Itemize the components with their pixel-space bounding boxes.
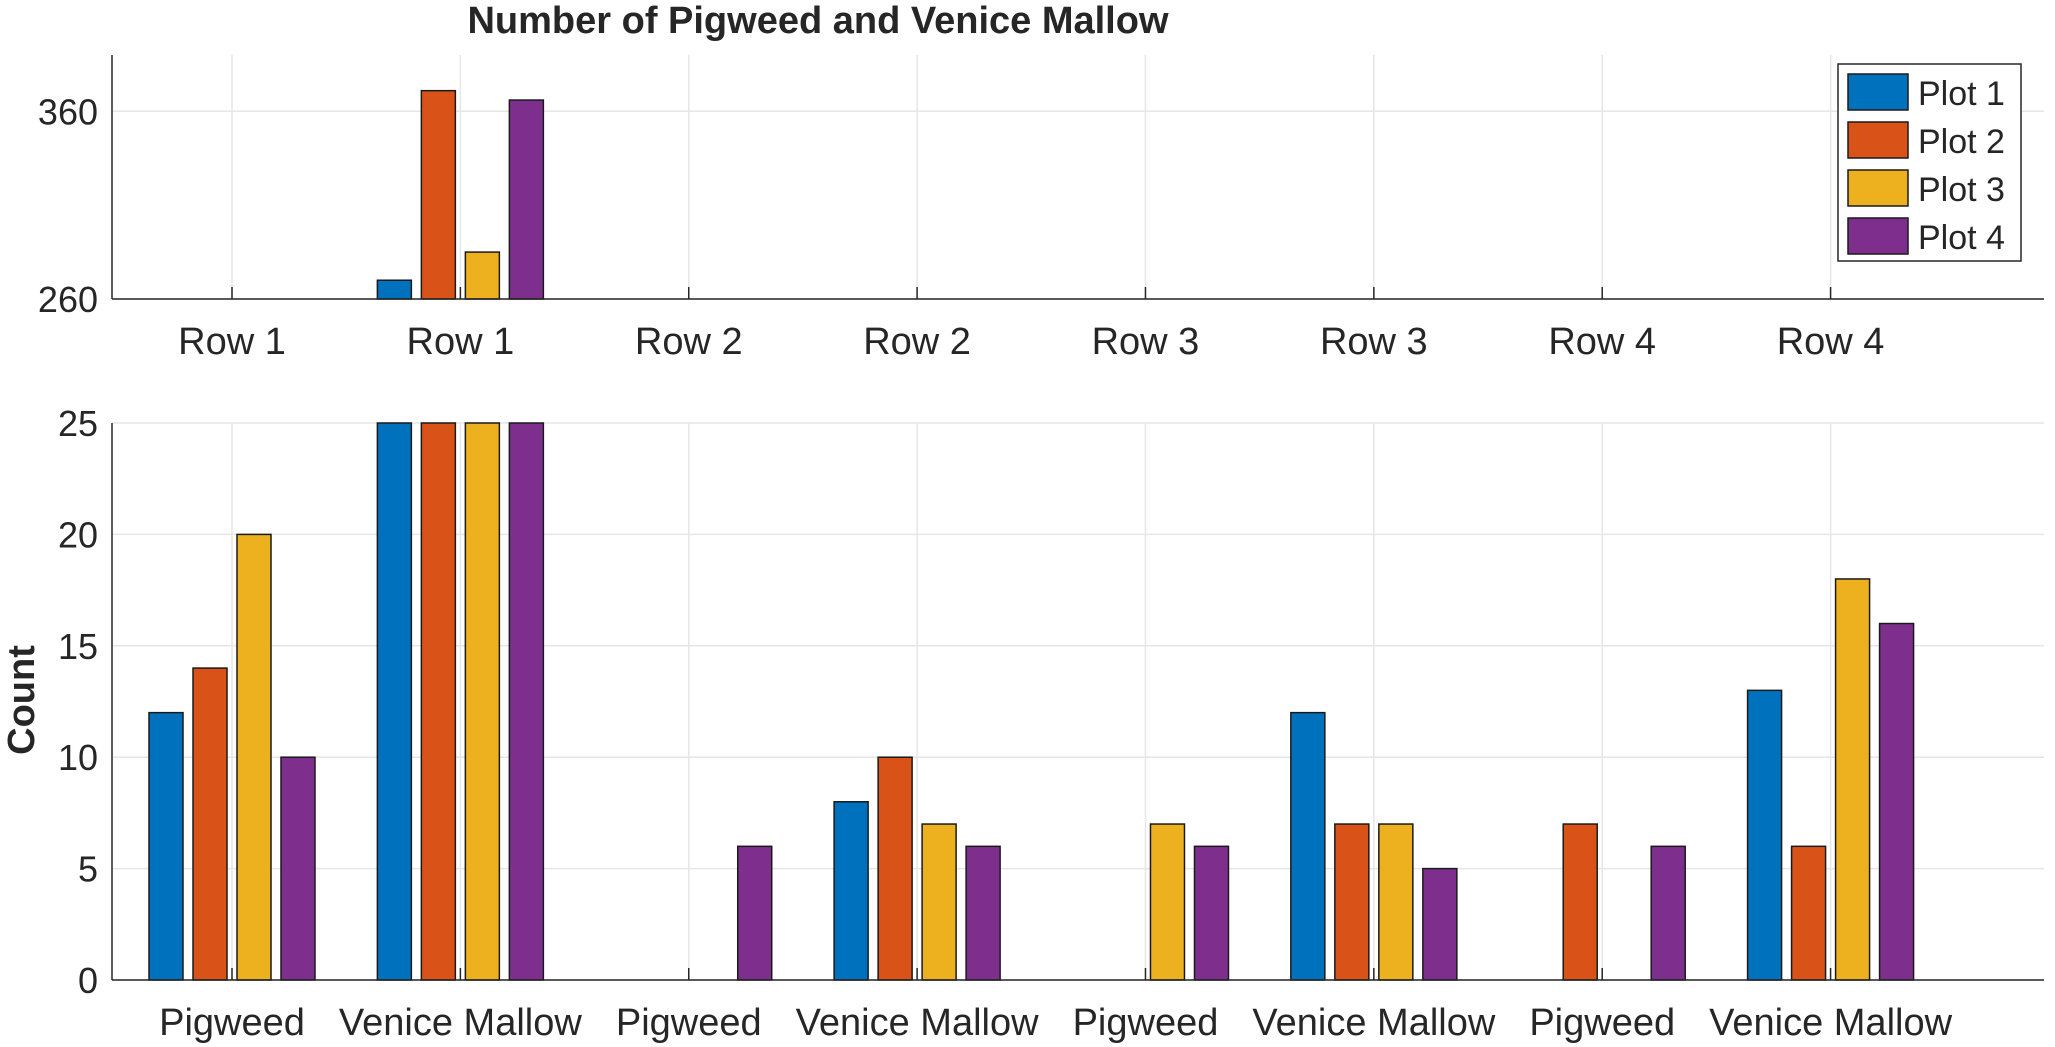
x-tick-label: Row 2 [863, 321, 971, 363]
bar-plot-2-bottom-6 [1562, 823, 1598, 981]
y-tick-label: 25 [58, 403, 98, 444]
bar-plot-4-bottom-2 [736, 845, 773, 981]
bar-plot-4-bottom-7 [1878, 622, 1915, 981]
chart-title: Number of Pigweed and Venice Mallow [467, 0, 1168, 42]
y-tick-label: 5 [78, 849, 98, 890]
bar-plot-2-bottom-7 [1790, 845, 1827, 981]
bar-plot-1-bottom-7 [1746, 689, 1783, 981]
bar-plot-4-top-1 [508, 99, 545, 300]
bar-plot-4-bottom-4 [1193, 845, 1230, 981]
bar-plot-1-bottom-1 [376, 422, 413, 981]
y-tick-label: 15 [58, 626, 98, 667]
bar-plot-3-bottom-1 [464, 422, 501, 981]
y-tick-label: 0 [78, 960, 98, 1001]
x-tick-label: Row 1 [407, 321, 515, 363]
y-axis-label: Count [1, 645, 43, 755]
bar-plot-3-bottom-5 [1378, 823, 1414, 981]
bar-plot-3-bottom-7 [1834, 578, 1871, 981]
legend-label-plot-2: Plot 2 [1918, 123, 2005, 161]
bar-plot-4-bottom-3 [965, 845, 1001, 981]
legend-swatch-plot-4 [1847, 217, 1909, 255]
bar-plot-1-bottom-3 [833, 801, 869, 981]
x-tick-label: Venice Mallow [1709, 1002, 1952, 1044]
bar-plot-4-bottom-0 [280, 756, 316, 981]
y-tick-label: 360 [38, 91, 98, 132]
legend-swatch-plot-2 [1847, 121, 1909, 159]
y-tick-label: 10 [58, 737, 98, 778]
bar-plot-2-bottom-1 [420, 422, 457, 981]
bar-plot-3-top-1 [464, 251, 501, 300]
x-tick-label: Pigweed [159, 1002, 305, 1044]
legend-swatch-plot-3 [1847, 169, 1909, 207]
legend-swatch-plot-1 [1847, 73, 1909, 111]
bar-plot-1-bottom-5 [1290, 711, 1326, 981]
x-tick-label: Row 1 [178, 321, 286, 363]
x-tick-label: Row 3 [1092, 321, 1200, 363]
bar-plot-1-top-1 [376, 279, 413, 300]
bar-plot-2-bottom-0 [192, 667, 228, 981]
x-tick-label: Venice Mallow [339, 1002, 582, 1044]
x-tick-label: Venice Mallow [1252, 1002, 1495, 1044]
bar-plot-3-bottom-3 [921, 823, 957, 981]
legend: Plot 1 Plot 2 Plot 3 Plot 4 [1837, 63, 2022, 262]
bar-plot-3-bottom-0 [236, 533, 272, 981]
bar-plot-4-bottom-6 [1650, 845, 1686, 981]
x-tick-label: Row 2 [635, 321, 743, 363]
x-tick-label: Row 4 [1548, 321, 1656, 363]
bar-plot-4-bottom-1 [508, 422, 545, 981]
bar-plot-2-bottom-5 [1334, 823, 1370, 981]
bar-plot-3-bottom-4 [1149, 823, 1186, 981]
x-tick-label: Pigweed [1073, 1002, 1219, 1044]
legend-label-plot-4: Plot 4 [1918, 219, 2005, 257]
bar-plot-2-bottom-3 [877, 756, 913, 981]
legend-label-plot-3: Plot 3 [1918, 171, 2005, 209]
legend-label-plot-1: Plot 1 [1918, 75, 2005, 113]
bar-plot-1-bottom-0 [148, 711, 184, 981]
y-tick-label: 260 [38, 279, 98, 320]
x-tick-label: Row 4 [1777, 321, 1885, 363]
x-tick-label: Pigweed [616, 1002, 762, 1044]
bar-plot-2-top-1 [420, 89, 457, 300]
x-tick-label: Venice Mallow [796, 1002, 1039, 1044]
x-tick-label: Pigweed [1529, 1002, 1675, 1044]
x-tick-label: Row 3 [1320, 321, 1428, 363]
y-tick-label: 20 [58, 514, 98, 555]
bar-plot-4-bottom-5 [1422, 867, 1458, 981]
